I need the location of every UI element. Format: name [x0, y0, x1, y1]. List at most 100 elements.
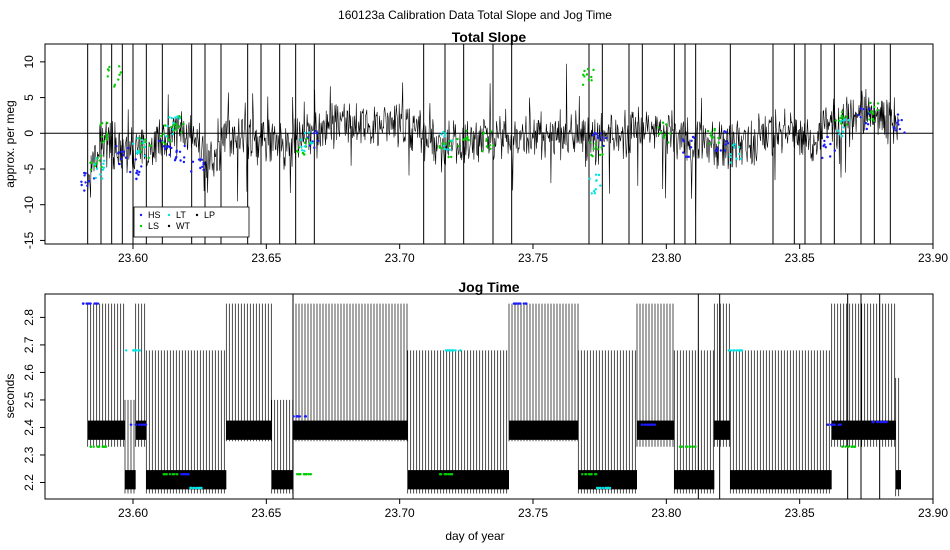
slope-point-LS — [489, 147, 492, 150]
jog-point-HS — [87, 302, 90, 305]
slope-point-LT — [172, 122, 175, 125]
slope-point-LT — [442, 144, 446, 147]
jog-point-LS — [847, 445, 850, 448]
slope-point-LS — [113, 85, 116, 88]
slope-point-LS — [462, 138, 465, 141]
jog-band — [714, 420, 731, 440]
slope-point-LS — [141, 146, 144, 149]
slope-point-LS — [102, 140, 106, 143]
jog-oscillation — [831, 303, 896, 447]
slope-point-HS — [178, 150, 182, 153]
x-tick-label: 23.90 — [918, 506, 948, 520]
slope-point-LS — [106, 121, 109, 125]
jog-point-LS — [449, 473, 453, 476]
jog-point-LS — [853, 445, 857, 448]
y-tick-label: 2.3 — [22, 446, 36, 463]
slope-point-LT — [102, 159, 106, 162]
jog-point-LT — [729, 349, 733, 352]
jog-point-LS — [168, 473, 172, 476]
slope-point-LT — [303, 149, 306, 153]
slope-point-HS — [859, 107, 863, 110]
slope-point-HS — [724, 143, 727, 146]
slope-point-HS — [202, 163, 205, 166]
slope-point-LT — [300, 145, 303, 149]
legend-label-HS: HS — [148, 210, 161, 220]
slope-point-LS — [448, 140, 451, 143]
slope-point-HS — [140, 165, 143, 168]
jog-point-LS — [688, 445, 692, 448]
jog-point-HS — [872, 420, 875, 424]
slope-point-HS — [313, 146, 316, 149]
jog-band — [895, 470, 901, 490]
slope-point-HS — [165, 145, 168, 149]
total-slope-plot-area — [45, 44, 933, 244]
slope-point-LT — [440, 133, 443, 136]
jog-time-frame — [44, 293, 934, 500]
x-tick-label: 23.80 — [651, 251, 681, 265]
slope-point-HS — [824, 146, 827, 149]
slope-point-LS — [303, 141, 306, 144]
slope-point-HS — [898, 127, 902, 131]
slope-point-LS — [712, 136, 715, 139]
slope-point-HS — [600, 139, 603, 142]
slope-point-HS — [826, 135, 829, 139]
jog-point-LS — [96, 445, 99, 448]
y-tick-label: 2.7 — [22, 336, 36, 353]
slope-point-HS — [124, 156, 128, 159]
slope-point-LS — [119, 71, 123, 74]
slope-point-LS — [876, 108, 879, 112]
jog-point-LT — [450, 349, 453, 352]
slope-point-HS — [864, 121, 868, 125]
slope-point-LS — [485, 137, 488, 141]
slope-point-LS — [581, 83, 585, 87]
jog-point-HS — [518, 302, 521, 305]
legend-marker-LS — [139, 224, 143, 228]
legend-label-LP: LP — [204, 210, 215, 220]
slope-point-LS — [297, 150, 300, 154]
legend-marker-LT — [167, 213, 171, 217]
jog-point-HS — [651, 423, 655, 426]
slope-point-HS — [719, 149, 722, 152]
slope-point-HS — [202, 168, 205, 172]
slope-point-LS — [485, 145, 488, 148]
jog-oscillation — [271, 399, 294, 494]
jog-point-LS — [584, 473, 587, 476]
slope-point-HS — [829, 142, 832, 146]
slope-point-LT — [593, 192, 597, 195]
slope-point-HS — [183, 156, 186, 159]
slope-point-LS — [585, 73, 589, 76]
jog-oscillation — [636, 303, 674, 447]
jog-oscillation — [87, 303, 125, 447]
jog-point-HS — [182, 473, 185, 476]
y-tick-label: -15 — [22, 231, 36, 249]
slope-point-LS — [89, 168, 93, 171]
slope-point-LT — [593, 189, 596, 193]
slope-point-HS — [596, 136, 600, 140]
jog-point-LT — [727, 349, 730, 352]
legend: HS LT LP LS WT — [133, 206, 250, 238]
jog-point-HS — [882, 420, 886, 424]
jog-point-LT — [599, 486, 602, 490]
jog-point-HS — [95, 302, 98, 305]
slope-point-LT — [739, 157, 743, 160]
jog-point-HS — [525, 302, 528, 305]
jog-point-LT — [189, 486, 192, 490]
jog-point-LS — [440, 473, 443, 476]
slope-point-HS — [80, 183, 83, 187]
slope-point-HS — [84, 181, 87, 184]
slope-point-LS — [600, 146, 603, 149]
jog-point-LS — [162, 473, 165, 476]
slope-point-HS — [199, 166, 202, 170]
jog-point-LS — [694, 445, 697, 448]
slope-point-HS — [821, 156, 824, 160]
jog-point-HS — [85, 302, 88, 305]
slope-point-LT — [841, 134, 844, 138]
slope-point-HS — [129, 170, 132, 174]
slope-point-HS — [87, 180, 91, 183]
slope-point-HS — [115, 145, 118, 148]
jog-band — [637, 420, 675, 440]
x-axis-label: day of year — [445, 529, 504, 543]
slope-point-LS — [101, 122, 104, 125]
slope-point-LS — [466, 137, 469, 140]
slope-point-HS — [179, 159, 182, 162]
